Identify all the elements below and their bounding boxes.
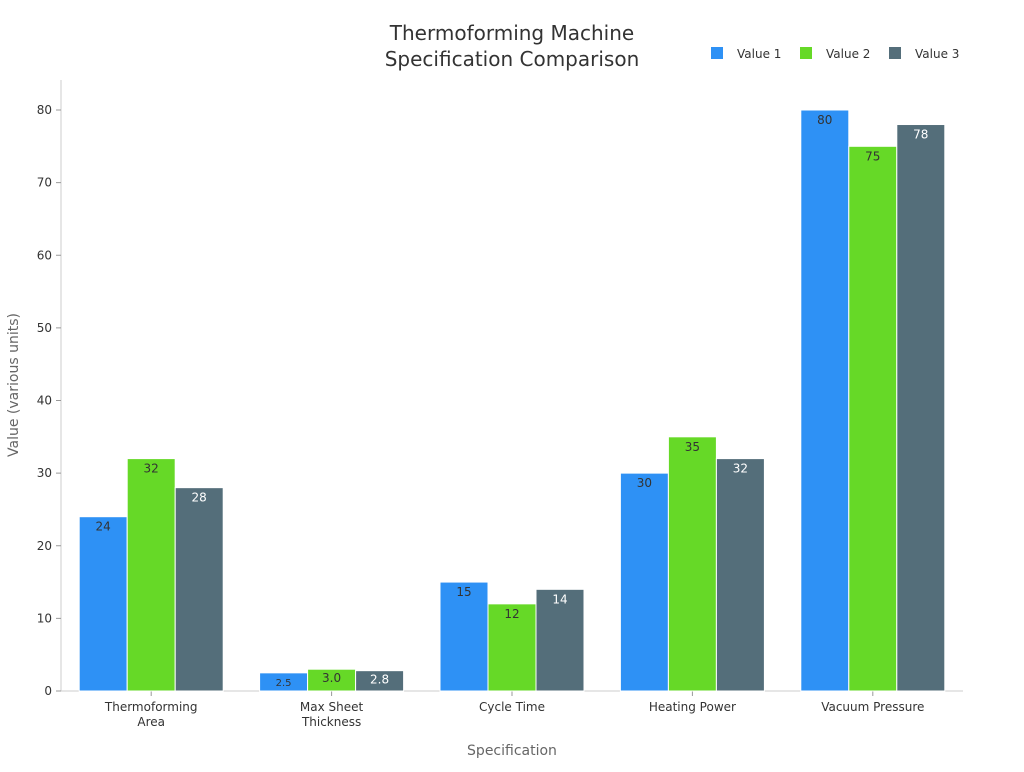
data-label: 12 [504, 607, 519, 621]
data-label: 30 [637, 476, 652, 490]
bar-value-2 [667, 436, 717, 692]
bar-value-1 [78, 516, 128, 692]
chart-title-line-2: Specification Comparison [385, 47, 640, 71]
legend-swatch [889, 47, 901, 59]
data-label: 14 [552, 592, 567, 606]
bar-value-2 [487, 603, 537, 692]
data-label: 24 [96, 520, 111, 534]
data-label: 2.5 [276, 678, 292, 689]
x-tick-label: Max Sheet [300, 700, 364, 714]
x-tick-label: Vacuum Pressure [821, 700, 924, 714]
x-tick-label: Cycle Time [479, 700, 545, 714]
y-tick-label: 70 [37, 176, 52, 190]
y-tick-label: 30 [37, 466, 52, 480]
legend-label: Value 3 [915, 47, 959, 61]
x-tick-label: Heating Power [649, 700, 736, 714]
bar-value-2 [848, 145, 898, 692]
y-tick-label: 0 [44, 684, 52, 698]
legend-swatch [800, 47, 812, 59]
bar-value-1 [619, 472, 669, 692]
y-tick-label: 50 [37, 321, 52, 335]
bar-value-3 [715, 458, 765, 692]
data-label: 3.0 [322, 671, 341, 685]
data-label: 75 [865, 149, 880, 163]
chart-title-line-1: Thermoforming Machine [389, 21, 634, 45]
bar-value-3 [174, 487, 224, 692]
y-tick-label: 20 [37, 539, 52, 553]
bar-value-1 [800, 109, 850, 692]
bar-value-1 [439, 581, 489, 692]
legend-swatch [711, 47, 723, 59]
data-label: 32 [733, 462, 748, 476]
x-tick-label: Thermoforming [104, 700, 198, 714]
data-label: 35 [685, 440, 700, 454]
bar-value-2 [126, 458, 176, 692]
y-tick-label: 60 [37, 248, 52, 262]
y-axis-label: Value (various units) [6, 313, 22, 457]
bar-value-3 [896, 124, 946, 692]
legend-label: Value 2 [826, 47, 870, 61]
data-label: 80 [817, 113, 832, 127]
x-axis-label: Specification [467, 743, 557, 759]
x-tick-label: Thickness [301, 715, 361, 729]
data-label: 32 [144, 462, 159, 476]
y-tick-label: 10 [37, 611, 52, 625]
data-label: 15 [456, 585, 471, 599]
data-label: 28 [192, 491, 207, 505]
legend-label: Value 1 [737, 47, 781, 61]
data-label: 2.8 [370, 673, 389, 687]
y-tick-label: 80 [37, 103, 52, 117]
data-label: 78 [913, 128, 928, 142]
y-tick-label: 40 [37, 394, 52, 408]
x-tick-label: Area [137, 715, 165, 729]
bar-value-3 [535, 588, 585, 692]
bar-value-3 [355, 670, 405, 692]
